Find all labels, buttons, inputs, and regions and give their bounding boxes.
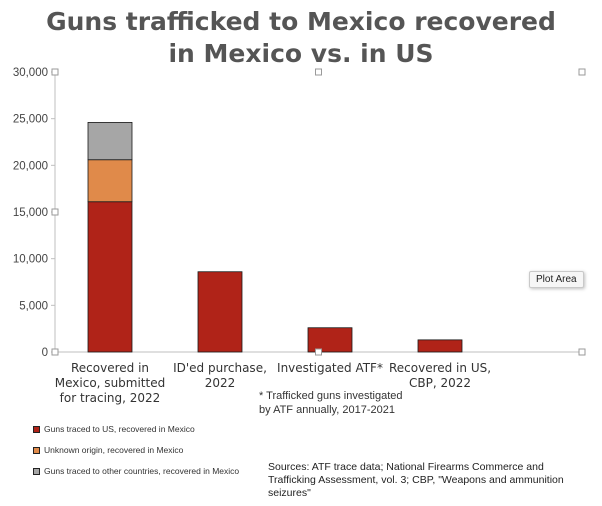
x-category-label: Recovered in Mexico, submitted for tracing… (50, 361, 170, 406)
selection-handle (578, 348, 586, 356)
legend-item: Guns traced to US, recovered in Mexico (33, 424, 253, 435)
selection-handle (51, 348, 59, 356)
x-category-label-line: Recovered in (70, 361, 150, 375)
selection-handle (51, 208, 59, 216)
chart-title: Guns trafficked to Mexico recovered in M… (0, 6, 602, 70)
x-category-label: Recovered in US, CBP, 2022 (380, 361, 500, 391)
chart-title-line-1: Guns trafficked to Mexico recovered (46, 7, 556, 36)
x-category-label-line: Recovered in US, (388, 361, 492, 375)
x-category-label-line: Investigated ATF* (277, 361, 383, 375)
y-tick-label: 30,000 (13, 67, 48, 79)
selection-handle (578, 68, 586, 76)
y-tick-label: 5,000 (19, 300, 48, 312)
selection-handle (315, 348, 322, 356)
legend-label: Guns traced to US, recovered in Mexico (44, 424, 195, 434)
x-category-label-line: ID'ed purchase, 2022 (173, 361, 267, 390)
x-category-label: ID'ed purchase, 2022 (160, 361, 280, 391)
plot-area-tooltip: Plot Area (529, 271, 584, 288)
bar-us-3 (307, 327, 353, 353)
y-tick-label: 20,000 (13, 160, 48, 172)
selection-handles (51, 68, 586, 356)
bars (87, 122, 463, 353)
chart-title-line-2: in Mexico vs. in US (168, 39, 434, 68)
y-tick-label: 15,000 (13, 207, 48, 219)
x-category-label: Investigated ATF* (270, 361, 390, 376)
legend-swatch (33, 468, 40, 475)
legend: Guns traced to US, recovered in Mexico Un… (33, 424, 253, 487)
x-category-label-line: for tracing, 2022 (59, 391, 161, 405)
legend-label: Unknown origin, recovered in Mexico (44, 445, 184, 455)
bar-us-1 (87, 201, 133, 353)
legend-swatch (33, 447, 40, 454)
selection-handle (315, 68, 322, 76)
bar-other-1 (87, 122, 133, 161)
x-category-label-line: CBP, 2022 (408, 376, 471, 390)
y-tick-label: 25,000 (13, 114, 48, 126)
legend-item: Unknown origin, recovered in Mexico (33, 445, 253, 456)
legend-item: Guns traced to other countries, recovere… (33, 466, 253, 477)
x-category-label-line: Mexico, submitted (54, 376, 166, 390)
footnote: * Trafficked guns investigated by ATF an… (259, 390, 403, 416)
selection-handle (51, 68, 59, 76)
bar-us-4 (417, 339, 463, 353)
sources-note: Sources: ATF trace data; National Firear… (268, 461, 564, 499)
bar-us-2 (197, 271, 243, 353)
bar-unknown-1 (87, 159, 133, 203)
y-tick-label: 0 (42, 347, 48, 359)
legend-swatch (33, 426, 40, 433)
legend-label: Guns traced to other countries, recovere… (44, 466, 240, 476)
y-tick-label: 10,000 (13, 254, 48, 266)
